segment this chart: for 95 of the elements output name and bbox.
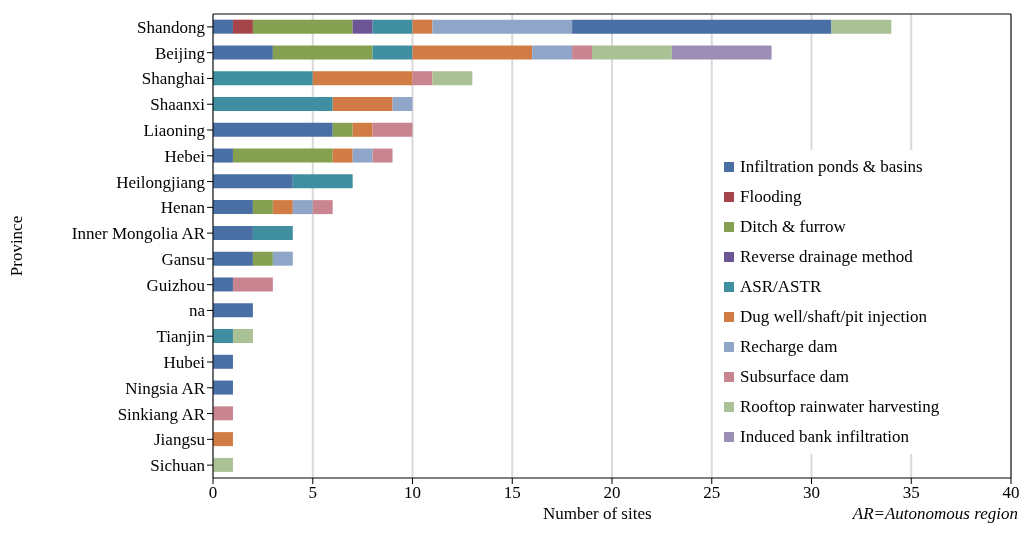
y-tick-label: Shaanxi	[150, 95, 206, 115]
legend-label: Ditch & furrow	[740, 217, 846, 237]
bar	[213, 380, 233, 395]
bar	[412, 45, 533, 60]
bar	[372, 122, 413, 137]
y-tick-label: Tianjin	[156, 327, 206, 347]
bar	[272, 45, 373, 60]
bar	[352, 148, 373, 163]
bar	[372, 45, 413, 60]
bar	[432, 19, 573, 34]
text: AR=Autonomous region	[852, 504, 1018, 524]
bar	[213, 122, 333, 137]
bar	[272, 251, 293, 266]
y-tick-label: Sichuan	[150, 456, 206, 476]
bar	[213, 303, 253, 318]
bar	[252, 225, 293, 240]
x-axis-title: Number of sites	[543, 504, 652, 524]
legend-label: Dug well/shaft/pit injection	[740, 307, 927, 327]
bar	[213, 329, 233, 343]
bar	[372, 148, 393, 163]
x-tick-label: 35	[902, 483, 920, 503]
bar	[592, 45, 672, 60]
bar	[292, 200, 313, 215]
bar	[671, 45, 772, 60]
y-tick-label: Sinkiang AR	[117, 404, 206, 424]
x-tick-label: 5	[308, 483, 317, 503]
y-axis-title: Province	[7, 215, 27, 277]
bar	[232, 19, 253, 34]
bar	[213, 251, 253, 266]
bar	[213, 97, 333, 111]
bar	[252, 19, 353, 34]
y-tick-label: Henan	[160, 198, 206, 218]
bar	[332, 148, 353, 163]
y-tick-label: Hebei	[164, 146, 206, 166]
bar	[312, 200, 333, 215]
bar	[213, 354, 233, 369]
legend-label: Subsurface dam	[740, 367, 850, 387]
bar	[352, 122, 373, 137]
bar	[332, 97, 393, 111]
bar	[213, 45, 273, 60]
x-tick-label: 20	[603, 483, 621, 503]
bar	[572, 19, 832, 34]
bar	[213, 225, 253, 240]
legend-label: ASR/ASTR	[740, 277, 822, 297]
bar	[412, 71, 433, 86]
bar	[213, 406, 233, 421]
legend-label: Reverse drainage method	[740, 247, 913, 267]
y-tick-label: Heilongjiang	[116, 172, 206, 192]
bar	[432, 71, 473, 86]
x-tick-label: 10	[404, 483, 421, 503]
legend-label: Infiltration ponds & basins	[740, 157, 923, 177]
x-tick-label: 15	[503, 483, 521, 503]
y-tick-label: Beijing	[154, 43, 206, 63]
bar	[312, 71, 413, 86]
bar	[292, 174, 353, 189]
y-tick-label: Jiangsu	[154, 430, 206, 450]
bar	[213, 277, 233, 292]
bar	[232, 148, 333, 163]
bar	[831, 19, 892, 34]
y-tick-label: Gansu	[161, 249, 206, 269]
y-tick-label: Shanghai	[141, 69, 206, 89]
y-tick-label: Inner Mongolia AR	[71, 224, 206, 244]
y-tick-label: Hubei	[163, 353, 206, 373]
y-tick-label: Shandong	[137, 17, 206, 37]
bar	[213, 432, 233, 447]
bar	[232, 277, 273, 292]
bar	[252, 200, 273, 215]
x-tick-label: 30	[803, 483, 820, 503]
legend-label: Flooding	[740, 187, 802, 207]
legend-label: Rooftop rainwater harvesting	[740, 397, 940, 417]
bar	[213, 174, 293, 189]
bar	[412, 19, 433, 34]
x-tick-label: 25	[703, 483, 721, 503]
bar	[352, 19, 373, 34]
x-tick-label: 0	[208, 483, 218, 503]
bar	[532, 45, 573, 60]
y-tick-label: na	[188, 301, 206, 321]
bar	[392, 97, 413, 111]
y-tick-label: Ningsia AR	[125, 378, 206, 398]
bar	[213, 71, 313, 86]
bar	[572, 45, 593, 60]
y-tick-label: Liaoning	[143, 121, 206, 141]
legend-label: Induced bank infiltration	[740, 427, 910, 447]
bar	[272, 200, 293, 215]
legend-label: Recharge dam	[740, 337, 838, 357]
bar	[213, 200, 253, 215]
y-tick-label: Guizhou	[146, 275, 206, 295]
bar	[213, 148, 233, 163]
bar	[232, 329, 253, 343]
bar	[213, 19, 233, 34]
bar	[372, 19, 413, 34]
bar	[332, 122, 353, 137]
x-tick-label: 40	[1002, 483, 1020, 503]
bar	[252, 251, 273, 266]
bar	[213, 457, 233, 472]
